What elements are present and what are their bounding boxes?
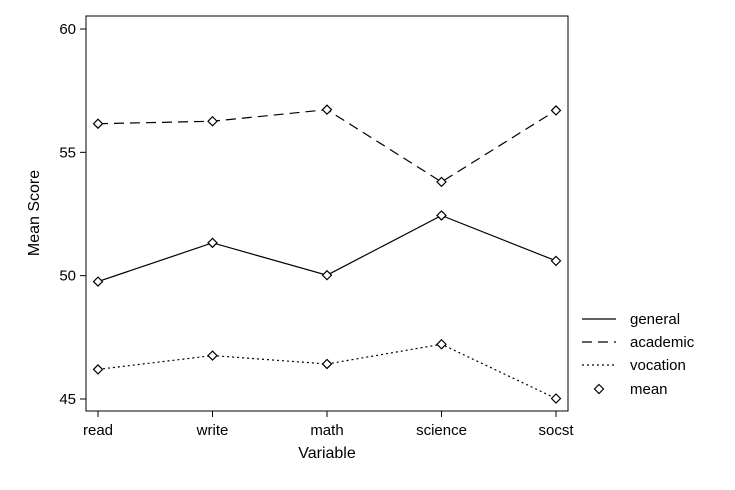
legend-label-vocation: vocation (630, 357, 686, 374)
point-vocation-science (436, 338, 447, 350)
point-general-read (92, 276, 104, 287)
point-vocation-read (92, 364, 104, 375)
legend-label-mean: mean (630, 381, 668, 398)
series-line-academic (97, 109, 557, 183)
point-academic-science (436, 176, 447, 188)
y-tick-label: 55 (59, 144, 76, 161)
series-layer (92, 104, 562, 404)
x-axis-title: Variable (298, 445, 356, 462)
series-general (92, 210, 562, 287)
point-general-math (321, 269, 333, 281)
legend-label-academic: academic (630, 334, 695, 351)
point-vocation-math (321, 358, 333, 370)
series-academic (92, 104, 562, 188)
point-academic-write (207, 115, 218, 127)
point-academic-socst (550, 105, 562, 116)
legend-label-general: general (630, 311, 680, 328)
x-tick-label-read: read (83, 422, 113, 439)
point-general-science (436, 210, 447, 221)
point-general-socst (550, 255, 562, 267)
point-academic-math (321, 104, 333, 116)
x-tick-label-science: science (416, 422, 467, 439)
x-tick-label-math: math (310, 422, 343, 439)
y-axis-title: Mean Score (26, 170, 43, 256)
y-tick-label: 60 (59, 21, 76, 38)
point-academic-read (92, 118, 104, 130)
series-line-vocation (97, 343, 557, 400)
x-axis: read write math science socst (83, 411, 574, 439)
legend: general academic vocation mean (582, 311, 695, 398)
x-tick-label-socst: socst (538, 422, 574, 439)
point-vocation-write (207, 350, 218, 361)
plot-frame (85, 15, 569, 412)
legend-marker-mean (593, 383, 605, 395)
point-vocation-socst (550, 393, 562, 404)
point-general-write (207, 237, 218, 249)
y-tick-label: 45 (59, 391, 76, 408)
series-vocation (92, 338, 562, 404)
y-tick-label: 50 (59, 268, 76, 285)
y-axis: 45 50 55 60 (59, 21, 86, 408)
x-tick-label-write: write (196, 422, 229, 439)
